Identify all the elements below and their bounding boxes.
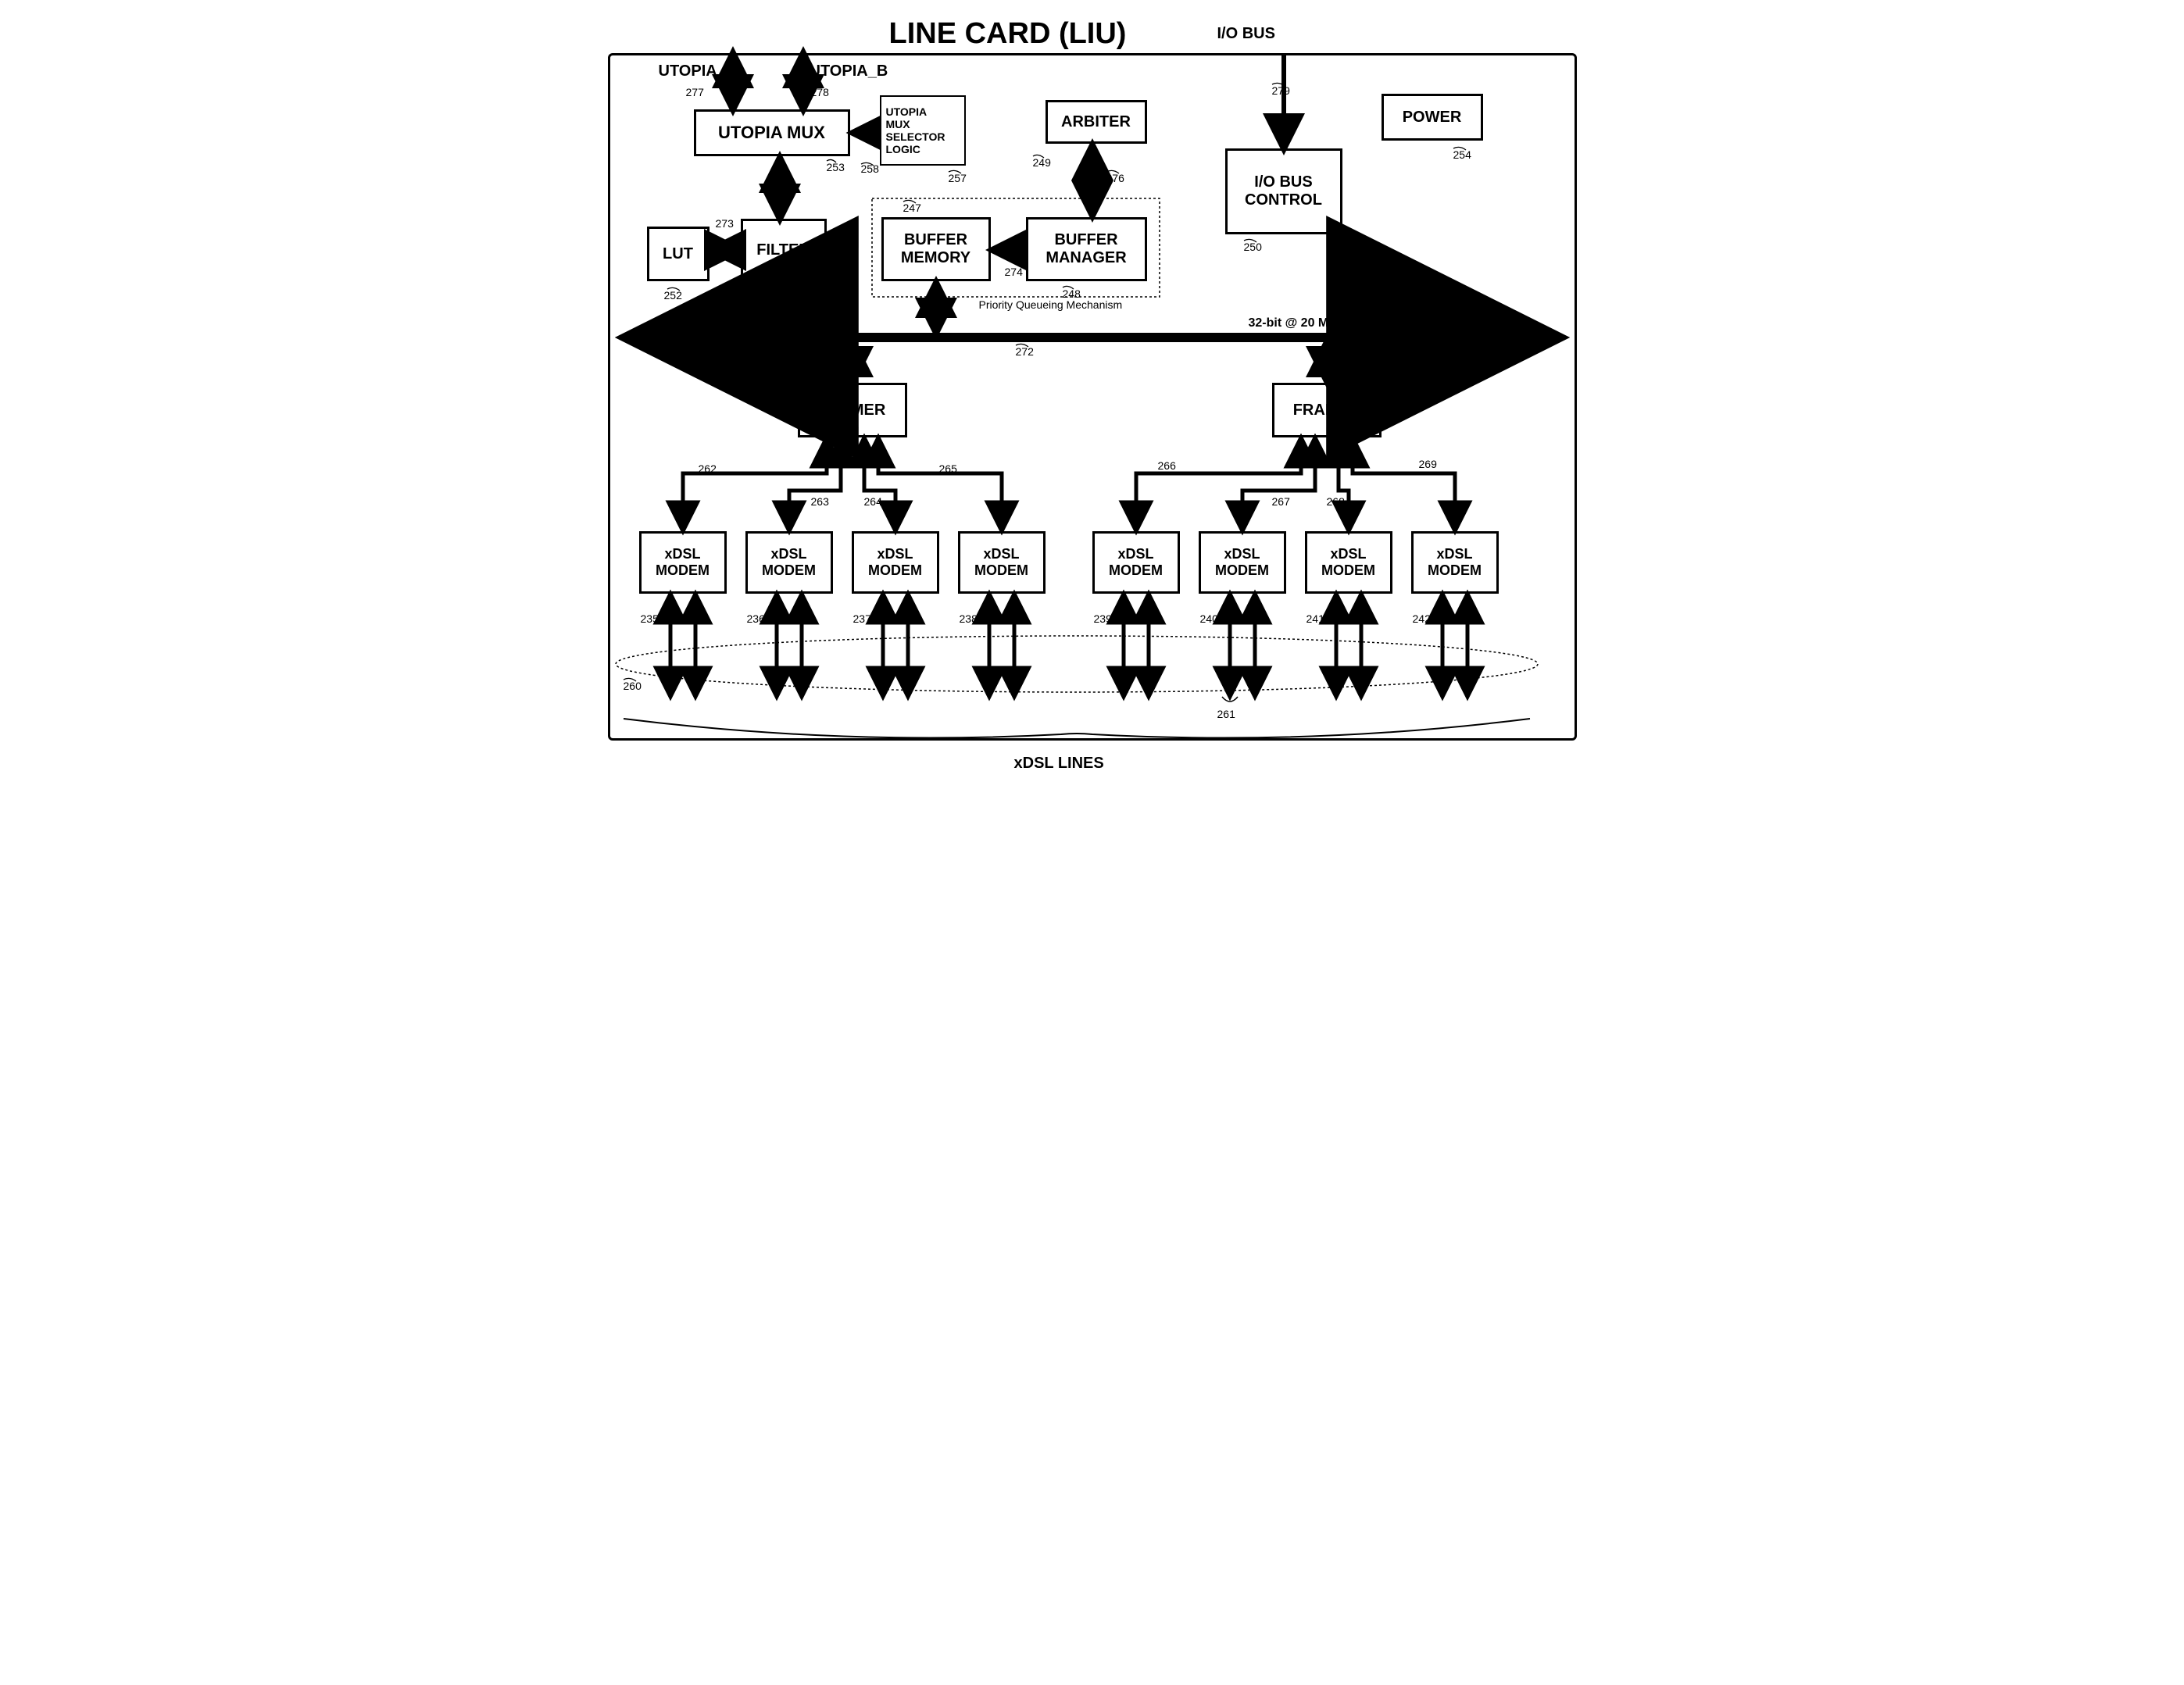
xdsl-lines-label: xDSL LINES: [1014, 755, 1104, 773]
ref-264: 264: [864, 495, 882, 508]
ref-279: 279: [1272, 84, 1290, 97]
arbiter-box: ARBITER: [1046, 100, 1147, 144]
xdsl-modem-1: xDSL MODEM: [639, 531, 727, 594]
ref-239: 239: [1094, 612, 1112, 625]
xdsl-modem-5: xDSL MODEM: [1092, 531, 1180, 594]
ref-235: 235: [641, 612, 659, 625]
ref-272: 272: [1016, 345, 1034, 358]
ref-251: 251: [810, 287, 827, 300]
bus-speed-label: 640 Mbps: [788, 316, 845, 330]
xdsl-modem-4: xDSL MODEM: [958, 531, 1046, 594]
ref-275: 275: [764, 183, 782, 195]
diagram-title: LINE CARD (LIU): [889, 17, 1127, 51]
ref-254: 254: [1453, 148, 1471, 161]
ref-238: 238: [960, 612, 978, 625]
card-border: [608, 53, 1577, 741]
ref-276: 276: [1106, 172, 1124, 184]
ref-258: 258: [861, 162, 879, 175]
ref-247: 247: [903, 202, 921, 214]
ref-269: 269: [1419, 458, 1437, 470]
io-bus-label: I/O BUS: [1217, 25, 1275, 43]
ref-243: 243: [828, 375, 846, 387]
ref-236: 236: [747, 612, 765, 625]
ref-273: 273: [716, 217, 734, 230]
diagram-canvas: LINE CARD (LIU) I/O BUS UTOPIA_A UTOPIA_…: [592, 16, 1592, 781]
xdsl-modem-8: xDSL MODEM: [1411, 531, 1499, 594]
buffer-memory-box: BUFFER MEMORY: [881, 217, 991, 281]
bus-width-label: 32-bit @ 20 MHz: [1249, 316, 1344, 330]
ref-263: 263: [811, 495, 829, 508]
xdsl-modem-6: xDSL MODEM: [1199, 531, 1286, 594]
io-bus-control-box: I/O BUS CONTROL: [1225, 148, 1342, 234]
buffer-manager-box: BUFFER MANAGER: [1026, 217, 1147, 281]
ref-257: 257: [949, 172, 967, 184]
ref-253: 253: [827, 161, 845, 173]
ref-250: 250: [1244, 241, 1262, 253]
ref-274: 274: [1005, 266, 1023, 278]
ref-265: 265: [939, 462, 957, 475]
power-box: POWER: [1382, 94, 1483, 141]
pqm-label: Priority Queueing Mechanism: [979, 298, 1123, 311]
filter-box: FILTER: [741, 219, 827, 281]
mux-selector-logic-box: UTOPIA MUX SELECTOR LOGIC: [880, 95, 966, 166]
ref-260: 260: [624, 680, 642, 692]
ref-266: 266: [1158, 459, 1176, 472]
ref-262: 262: [699, 462, 717, 475]
utopia-mux-box: UTOPIA MUX: [694, 109, 850, 156]
ref-268: 268: [1327, 495, 1345, 508]
ref-267: 267: [1272, 495, 1290, 508]
framer-2-box: FRAMER: [1272, 383, 1382, 437]
ref-241: 241: [1306, 612, 1324, 625]
ref-252: 252: [664, 289, 682, 302]
lut-box: LUT: [647, 227, 710, 281]
xdsl-modem-7: xDSL MODEM: [1305, 531, 1392, 594]
ref-249: 249: [1033, 156, 1051, 169]
xdsl-modem-3: xDSL MODEM: [852, 531, 939, 594]
xdsl-modem-2: xDSL MODEM: [745, 531, 833, 594]
ref-278: 278: [811, 86, 829, 98]
ref-237: 237: [853, 612, 871, 625]
ref-248: 248: [1063, 287, 1081, 300]
ref-245: 245: [1336, 375, 1354, 387]
ref-242: 242: [1413, 612, 1431, 625]
ref-277: 277: [686, 86, 704, 98]
framer-1-box: FRAMER: [798, 383, 907, 437]
ref-261: 261: [1217, 708, 1235, 720]
ref-240: 240: [1200, 612, 1218, 625]
